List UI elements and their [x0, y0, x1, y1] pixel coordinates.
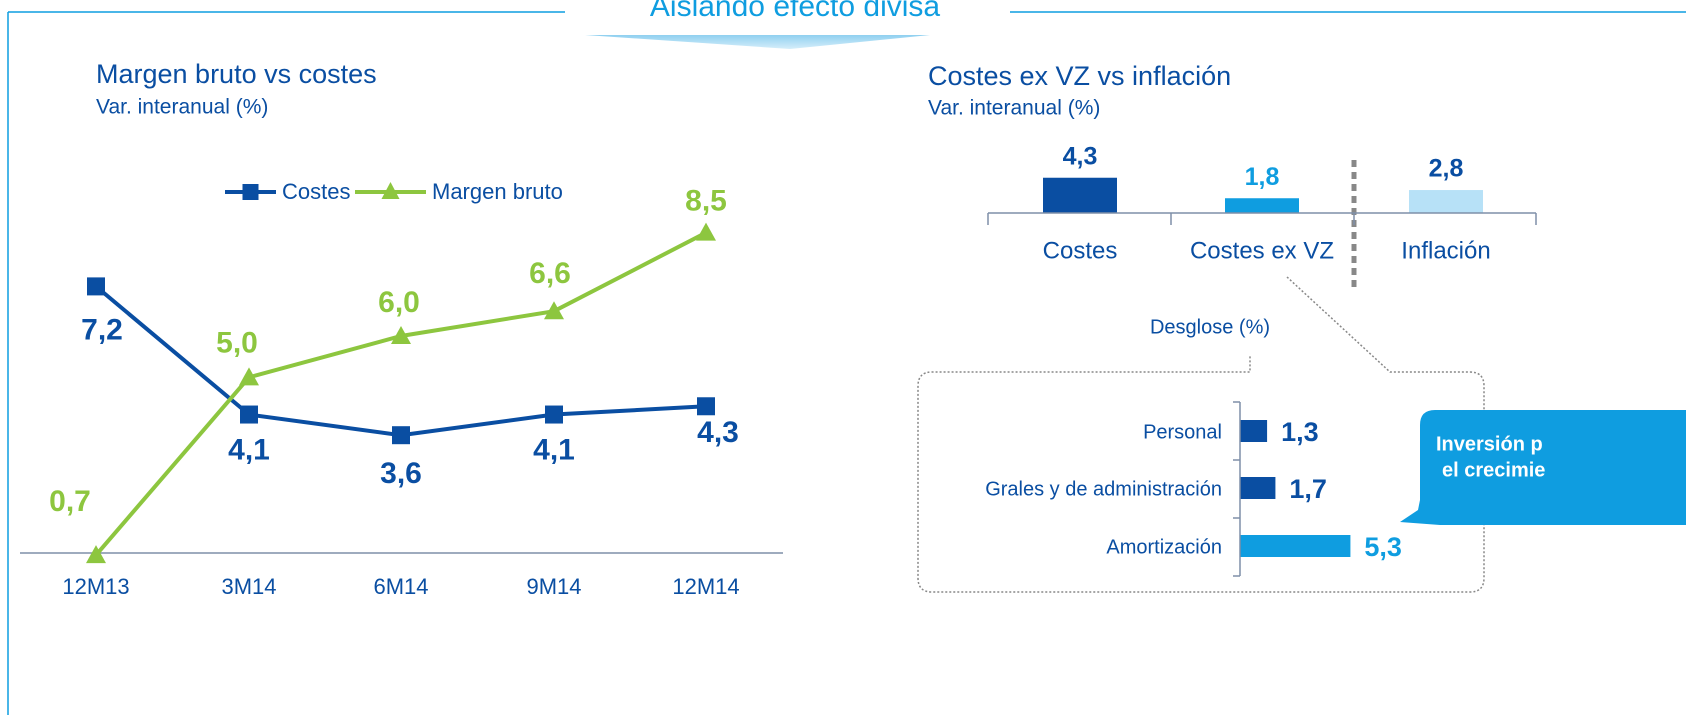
callout-text: el crecimie	[1442, 459, 1545, 481]
y-tick-label: Personal	[1143, 421, 1222, 443]
data-label: 6,6	[529, 257, 571, 290]
x-tick-label: Costes	[1043, 237, 1118, 264]
chart-subtitle: Var. interanual (%)	[928, 97, 1100, 120]
chart-title: Costes ex VZ vs inflación	[928, 61, 1231, 91]
bar	[1240, 535, 1351, 557]
data-label: 1,3	[1281, 417, 1319, 447]
bar	[1043, 177, 1117, 213]
bar	[1225, 198, 1299, 213]
data-label: 5,3	[1364, 532, 1402, 562]
y-tick-label: Amortización	[1106, 536, 1222, 558]
bar	[1240, 477, 1276, 499]
legend-label: Costes	[282, 179, 350, 204]
marker	[239, 367, 259, 386]
x-tick-label: 6M14	[373, 574, 428, 599]
data-label: 4,1	[228, 433, 270, 466]
data-label: 8,5	[685, 185, 727, 218]
legend-label: Margen bruto	[432, 179, 563, 204]
x-tick-label: Costes ex VZ	[1190, 237, 1334, 264]
data-label: 4,3	[1063, 142, 1098, 170]
data-label: 4,3	[697, 416, 739, 449]
callout-text: Inversión p	[1436, 433, 1543, 455]
series-line	[94, 230, 707, 557]
marker	[240, 405, 258, 424]
chart-title: Desglose (%)	[1150, 316, 1270, 338]
x-tick-label: 3M14	[221, 574, 276, 599]
marker	[697, 397, 715, 416]
data-label: 0,7	[49, 485, 91, 518]
data-label: 3,6	[380, 457, 422, 490]
data-label: 5,0	[216, 326, 258, 359]
marker	[392, 426, 410, 445]
marker	[86, 545, 106, 564]
chart-subtitle: Var. interanual (%)	[96, 96, 268, 119]
bar	[1409, 190, 1483, 213]
marker	[87, 277, 105, 296]
data-label: 2,8	[1429, 155, 1464, 183]
legend-marker	[381, 182, 400, 199]
bar	[1240, 420, 1268, 442]
x-tick-label: 12M13	[62, 574, 129, 599]
marker	[545, 405, 563, 424]
x-tick-label: Inflación	[1401, 237, 1490, 264]
data-label: 1,8	[1245, 163, 1280, 191]
data-label: 4,1	[533, 433, 575, 466]
y-tick-label: Grales y de administración	[985, 478, 1222, 500]
data-label: 1,7	[1289, 474, 1327, 504]
data-label: 7,2	[81, 313, 123, 346]
legend-marker	[242, 184, 259, 200]
breakdown-box	[917, 276, 1485, 593]
marker	[696, 222, 716, 241]
header-title: Aislando efecto divisa	[650, 0, 940, 23]
data-label: 6,0	[378, 286, 420, 319]
marker	[391, 326, 411, 344]
chart-title: Margen bruto vs costes	[96, 59, 377, 89]
callout-bubble	[1400, 410, 1686, 525]
x-tick-label: 9M14	[526, 574, 581, 599]
x-tick-label: 12M14	[672, 574, 739, 599]
marker	[544, 301, 564, 320]
header-arrow	[585, 35, 930, 49]
